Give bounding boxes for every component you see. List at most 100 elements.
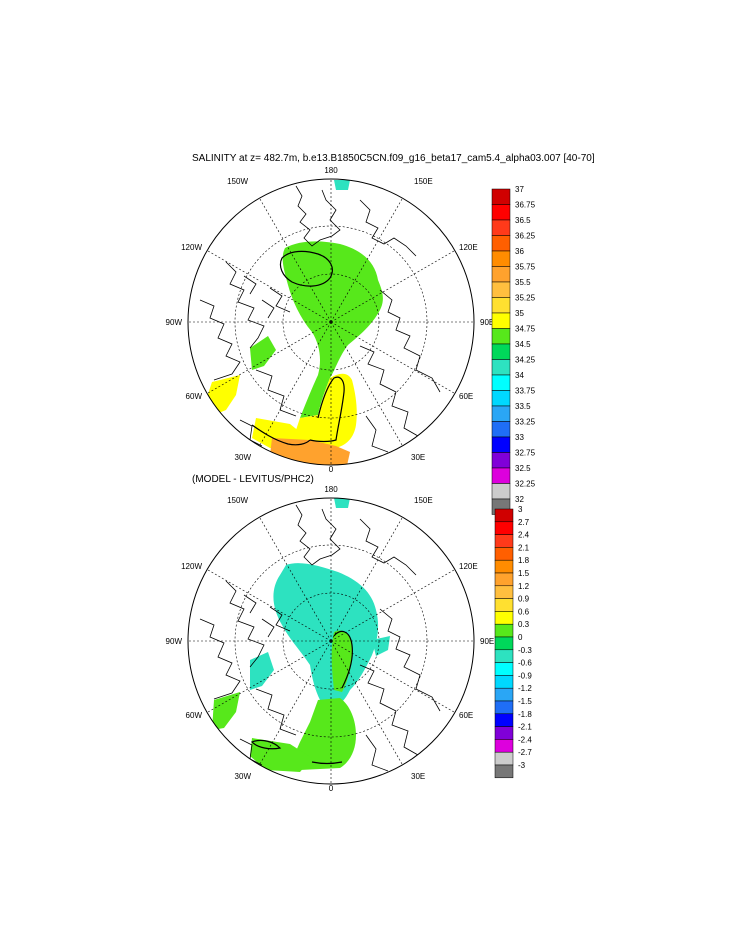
colorbar-label: 35.75 (515, 263, 536, 272)
colorbar-label: -0.6 (518, 659, 532, 668)
colorbar-label: -1.5 (518, 697, 532, 706)
salinity-field (206, 180, 383, 465)
colorbar-label: 36.5 (515, 216, 531, 225)
colorbar-label: -1.8 (518, 710, 532, 719)
field-cyan-bering (334, 180, 350, 190)
lon-label-60e: 60E (459, 711, 473, 720)
colorbar-label: -3 (518, 761, 526, 770)
lon-label-90e: 90E (480, 637, 494, 646)
colorbar-swatch (491, 421, 511, 438)
colorbar-label: 35.5 (515, 278, 531, 287)
colorbar-label: 36.75 (515, 201, 536, 210)
colorbar-label: 32.75 (515, 449, 536, 458)
salinity-colorbar: 37 36.75 36.5 36.25 36 35.75 35.5 35.25 35 34.75 3… (491, 185, 536, 515)
colorbar-swatch (491, 219, 511, 236)
colorbar-swatch (491, 467, 511, 484)
chart-subtitle: (MODEL - LEVITUS/PHC2) (192, 474, 314, 485)
map-boundary (187, 178, 475, 466)
colorbar-label: -0.3 (518, 646, 532, 655)
colorbar-swatch (494, 636, 514, 651)
field-green-atlantic-south (250, 738, 312, 772)
lon-labels: 180 150E 120E 90E 60E 30E 0 30W 60W 90W 120W 150W (166, 485, 495, 793)
colorbar-label: 34.75 (515, 325, 536, 334)
colorbar-label: 37 (515, 185, 524, 194)
contour-35 (279, 250, 333, 287)
colorbar-label: 0.6 (518, 607, 530, 616)
difference-colorbar: 3 2.7 2.4 2.1 1.8 1.5 1.2 0.9 0.6 0.3 0 -0.3 -0.6 -0.… (494, 505, 532, 779)
colorbar-label: 36 (515, 247, 524, 256)
colorbar-swatch (491, 204, 511, 221)
field-yellow-atlantic (206, 375, 240, 415)
colorbar-swatch (491, 297, 511, 314)
colorbar-swatch (494, 585, 514, 599)
colorbar-label: 32.5 (515, 464, 531, 473)
lon-label-30w: 30W (235, 453, 252, 462)
lon-label-0: 0 (329, 784, 334, 793)
coastlines (199, 185, 441, 453)
colorbar-label: 36.25 (515, 232, 536, 241)
colorbar-swatch (494, 547, 514, 561)
colorbar-label: 32 (515, 495, 524, 504)
lon-label-180: 180 (324, 166, 338, 175)
salinity-map: 180 150E 120E 90E 60E 30E 0 30W 60W 90W 120W 150W 3… (166, 166, 536, 515)
difference-map: 180 150E 120E 90E 60E 30E 0 30W 60W 90W 120W 150W 3… (166, 485, 533, 793)
lon-label-150e: 150E (414, 496, 433, 505)
colorbar-label: 2.7 (518, 518, 530, 527)
colorbar-swatch (494, 700, 514, 715)
lon-label-120e: 120E (459, 562, 478, 571)
colorbar-label: -2.4 (518, 735, 532, 744)
field-yellow-nordic (296, 373, 357, 448)
colorbar-label: 35.25 (515, 294, 536, 303)
colorbar-label: 33.75 (515, 387, 536, 396)
lon-label-60e: 60E (459, 392, 473, 401)
colorbar-swatch (491, 312, 511, 329)
colorbar-swatch (494, 559, 514, 574)
colorbar-label: -1.2 (518, 684, 532, 693)
lon-label-60w: 60W (186, 392, 203, 401)
colorbar-swatch (494, 623, 514, 638)
colorbar-swatch (491, 343, 511, 360)
colorbar-label: 33.5 (515, 402, 531, 411)
lon-label-180: 180 (324, 485, 338, 494)
colorbar-label: -2.7 (518, 748, 532, 757)
lon-label-90e: 90E (480, 318, 494, 327)
lon-label-30w: 30W (235, 772, 252, 781)
lon-label-30e: 30E (411, 453, 425, 462)
field-green-nordic (292, 698, 356, 770)
coastlines (199, 504, 441, 772)
colorbar-label: 33 (515, 433, 524, 442)
colorbar-swatch (491, 374, 511, 391)
colorbar-swatch (494, 521, 514, 535)
lon-labels: 180 150E 120E 90E 60E 30E 0 30W 60W 90W 120W 150W (166, 166, 495, 474)
contour-0-eurasia (333, 630, 353, 689)
colorbar-swatch (494, 751, 514, 766)
lon-label-150e: 150E (414, 177, 433, 186)
colorbar-swatch (494, 572, 514, 587)
colorbar-swatch (494, 739, 514, 753)
chart-title: SALINITY at z= 482.7m, b.e13.B1850C5CN.f… (192, 153, 595, 164)
map-boundary (187, 497, 475, 785)
colorbar-swatch (491, 266, 511, 283)
lon-label-0: 0 (329, 465, 334, 474)
colorbar-label: 0.3 (518, 620, 530, 629)
colorbar-label: 0 (518, 633, 523, 642)
contour-0-nordic (311, 761, 343, 765)
colorbar-label: 1.5 (518, 569, 530, 578)
colorbar-label: 33.25 (515, 418, 536, 427)
graticule (188, 179, 474, 465)
lon-label-150w: 150W (227, 177, 248, 186)
colorbar-swatch (491, 328, 511, 345)
field-green-baffin (250, 336, 276, 370)
lon-label-90w: 90W (166, 637, 183, 646)
lon-label-90w: 90W (166, 318, 183, 327)
colorbar-swatch (494, 534, 514, 548)
lon-label-60w: 60W (186, 711, 203, 720)
colorbar-swatch (494, 713, 514, 727)
graticule (188, 498, 474, 784)
colorbar-swatch (491, 235, 511, 252)
lon-label-120w: 120W (181, 562, 202, 571)
field-cyan-canada (250, 652, 274, 690)
colorbar-swatch (491, 250, 511, 267)
colorbar-swatch (491, 452, 511, 469)
